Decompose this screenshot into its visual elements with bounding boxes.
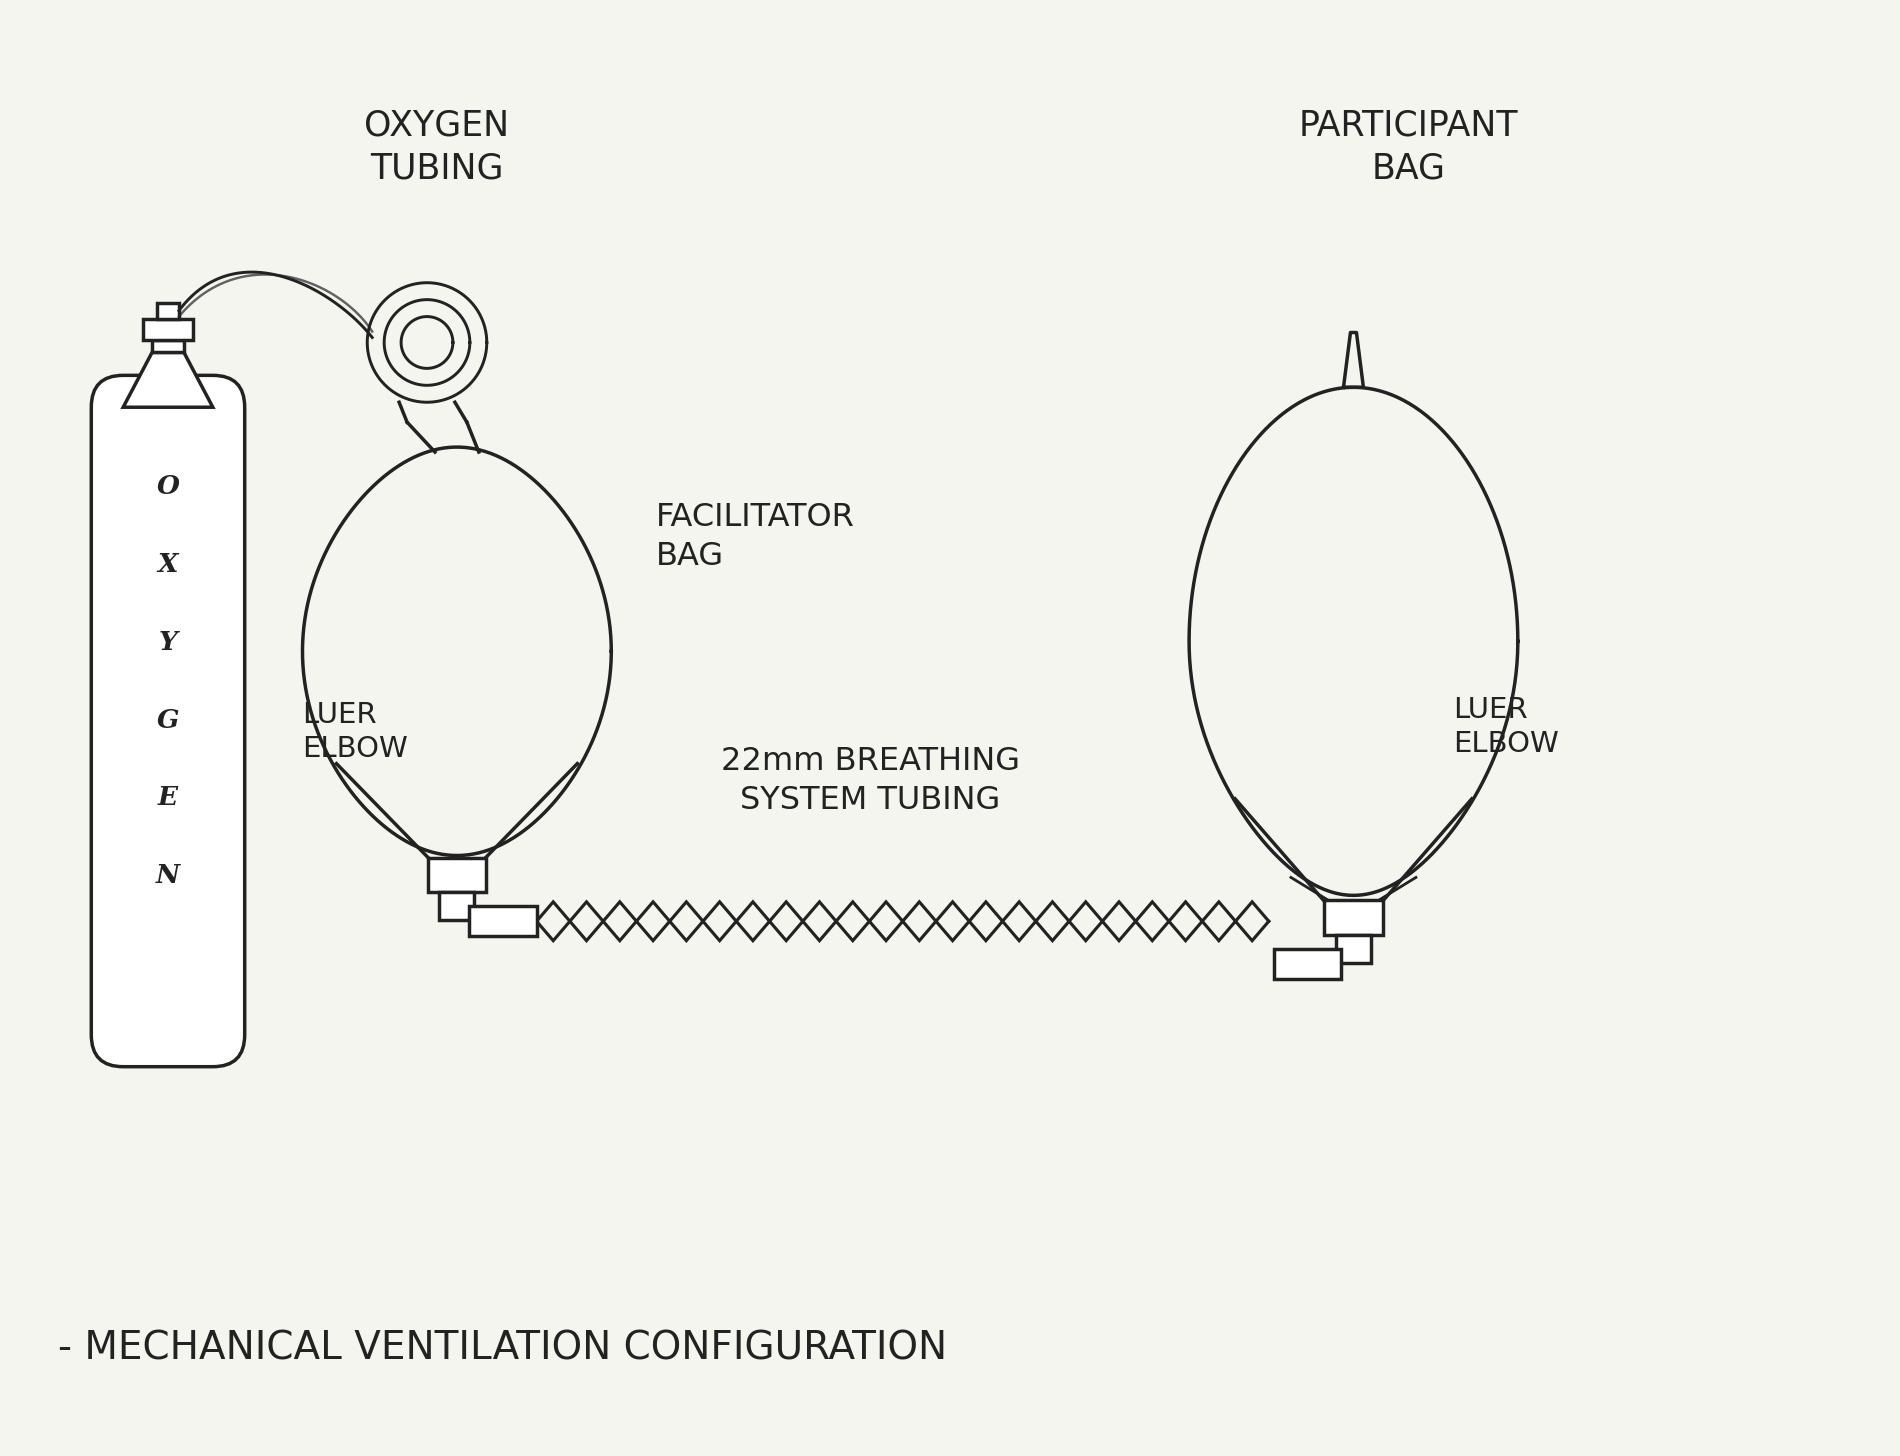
- Text: FACILITATOR
BAG: FACILITATOR BAG: [656, 502, 855, 572]
- FancyBboxPatch shape: [428, 858, 486, 893]
- Text: - MECHANICAL VENTILATION CONFIGURATION: - MECHANICAL VENTILATION CONFIGURATION: [59, 1329, 948, 1367]
- Polygon shape: [124, 352, 213, 408]
- FancyBboxPatch shape: [1336, 935, 1372, 962]
- Text: Y: Y: [158, 630, 177, 655]
- FancyBboxPatch shape: [1273, 949, 1341, 978]
- Text: LUER
ELBOW: LUER ELBOW: [1454, 696, 1558, 757]
- Text: E: E: [158, 785, 179, 810]
- Text: PARTICIPANT
BAG: PARTICIPANT BAG: [1298, 108, 1518, 186]
- Text: O: O: [156, 475, 179, 499]
- FancyBboxPatch shape: [158, 303, 179, 319]
- FancyBboxPatch shape: [469, 906, 536, 936]
- Text: G: G: [156, 708, 179, 732]
- FancyBboxPatch shape: [142, 319, 194, 341]
- Text: X: X: [158, 552, 179, 577]
- FancyBboxPatch shape: [152, 341, 184, 352]
- Text: OXYGEN
TUBING: OXYGEN TUBING: [365, 108, 509, 186]
- Text: LUER
ELBOW: LUER ELBOW: [302, 702, 408, 763]
- FancyBboxPatch shape: [439, 893, 475, 920]
- Text: 22mm BREATHING
SYSTEM TUBING: 22mm BREATHING SYSTEM TUBING: [720, 745, 1020, 817]
- FancyBboxPatch shape: [91, 376, 245, 1067]
- FancyBboxPatch shape: [1324, 900, 1383, 935]
- Text: N: N: [156, 863, 180, 888]
